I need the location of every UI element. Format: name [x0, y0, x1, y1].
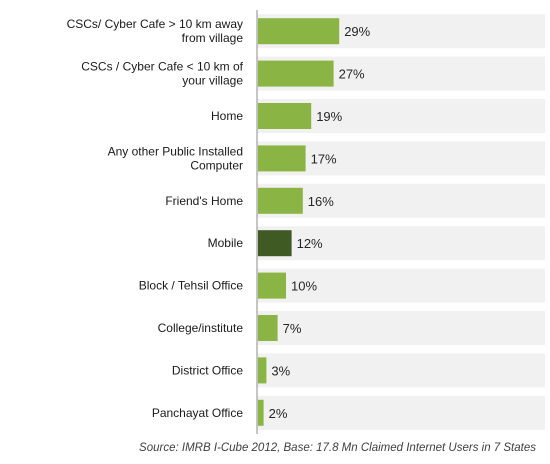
row-band: [257, 395, 545, 430]
data-label: 3%: [271, 363, 290, 378]
bar: [258, 18, 340, 45]
data-label: 16%: [308, 194, 334, 209]
category-label: CSCs/ Cyber Cafe > 10 km away from villag…: [67, 17, 244, 45]
data-label: 12%: [297, 236, 323, 251]
row-band: [257, 183, 545, 218]
data-label: 27%: [339, 67, 365, 82]
category-label: Panchayat Office: [152, 406, 243, 420]
row-band: [257, 226, 545, 261]
bar: [258, 187, 303, 214]
bar: [258, 399, 264, 426]
data-label: 2%: [269, 406, 288, 421]
data-label: 19%: [316, 109, 342, 124]
category-label: Home: [211, 109, 243, 123]
category-label: CSCs / Cyber Cafe < 10 km of your village: [81, 60, 243, 88]
bar: [258, 60, 334, 87]
data-label: 7%: [283, 321, 302, 336]
row-band: [257, 353, 545, 388]
bar: [258, 315, 278, 341]
category-label: Block / Tehsil Office: [139, 279, 244, 293]
category-label: College/institute: [158, 321, 244, 335]
data-label: 17%: [311, 151, 337, 166]
bar: [258, 103, 312, 129]
row-bands: [257, 14, 545, 430]
bar: [258, 230, 292, 257]
category-label: District Office: [172, 363, 243, 377]
bar: [258, 357, 267, 384]
data-label: 29%: [344, 24, 370, 39]
row-band: [257, 311, 545, 345]
bar: [258, 145, 306, 172]
value-labels: 29% 27% 19% 17% 16% 12% 10% 7% 3% 2%: [269, 24, 371, 421]
row-band: [257, 268, 545, 303]
category-labels: CSCs/ Cyber Cafe > 10 km away from villag…: [67, 17, 244, 420]
category-label: Friend's Home: [165, 194, 243, 208]
bar: [258, 272, 286, 299]
category-label: Any other Public Installed Computer: [108, 144, 243, 172]
chart-source-note: Source: IMRB I-Cube 2012, Base: 17.8 Mn …: [139, 442, 536, 454]
category-label: Mobile: [208, 236, 244, 250]
bars: [258, 18, 340, 426]
data-label: 10%: [291, 279, 317, 294]
